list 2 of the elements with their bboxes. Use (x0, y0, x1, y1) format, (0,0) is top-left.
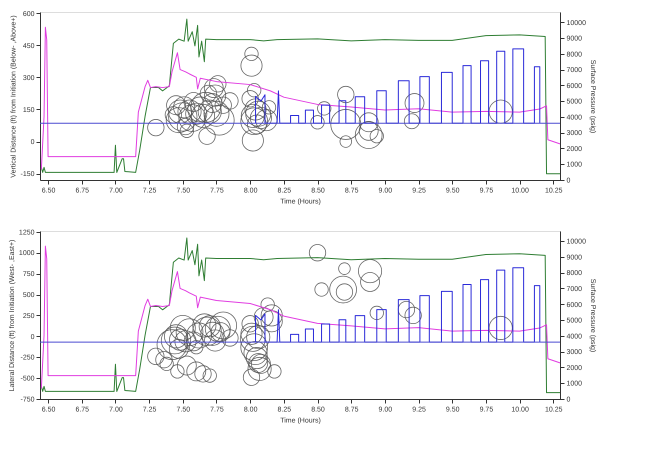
line-series (255, 267, 540, 343)
line-series (255, 48, 540, 124)
